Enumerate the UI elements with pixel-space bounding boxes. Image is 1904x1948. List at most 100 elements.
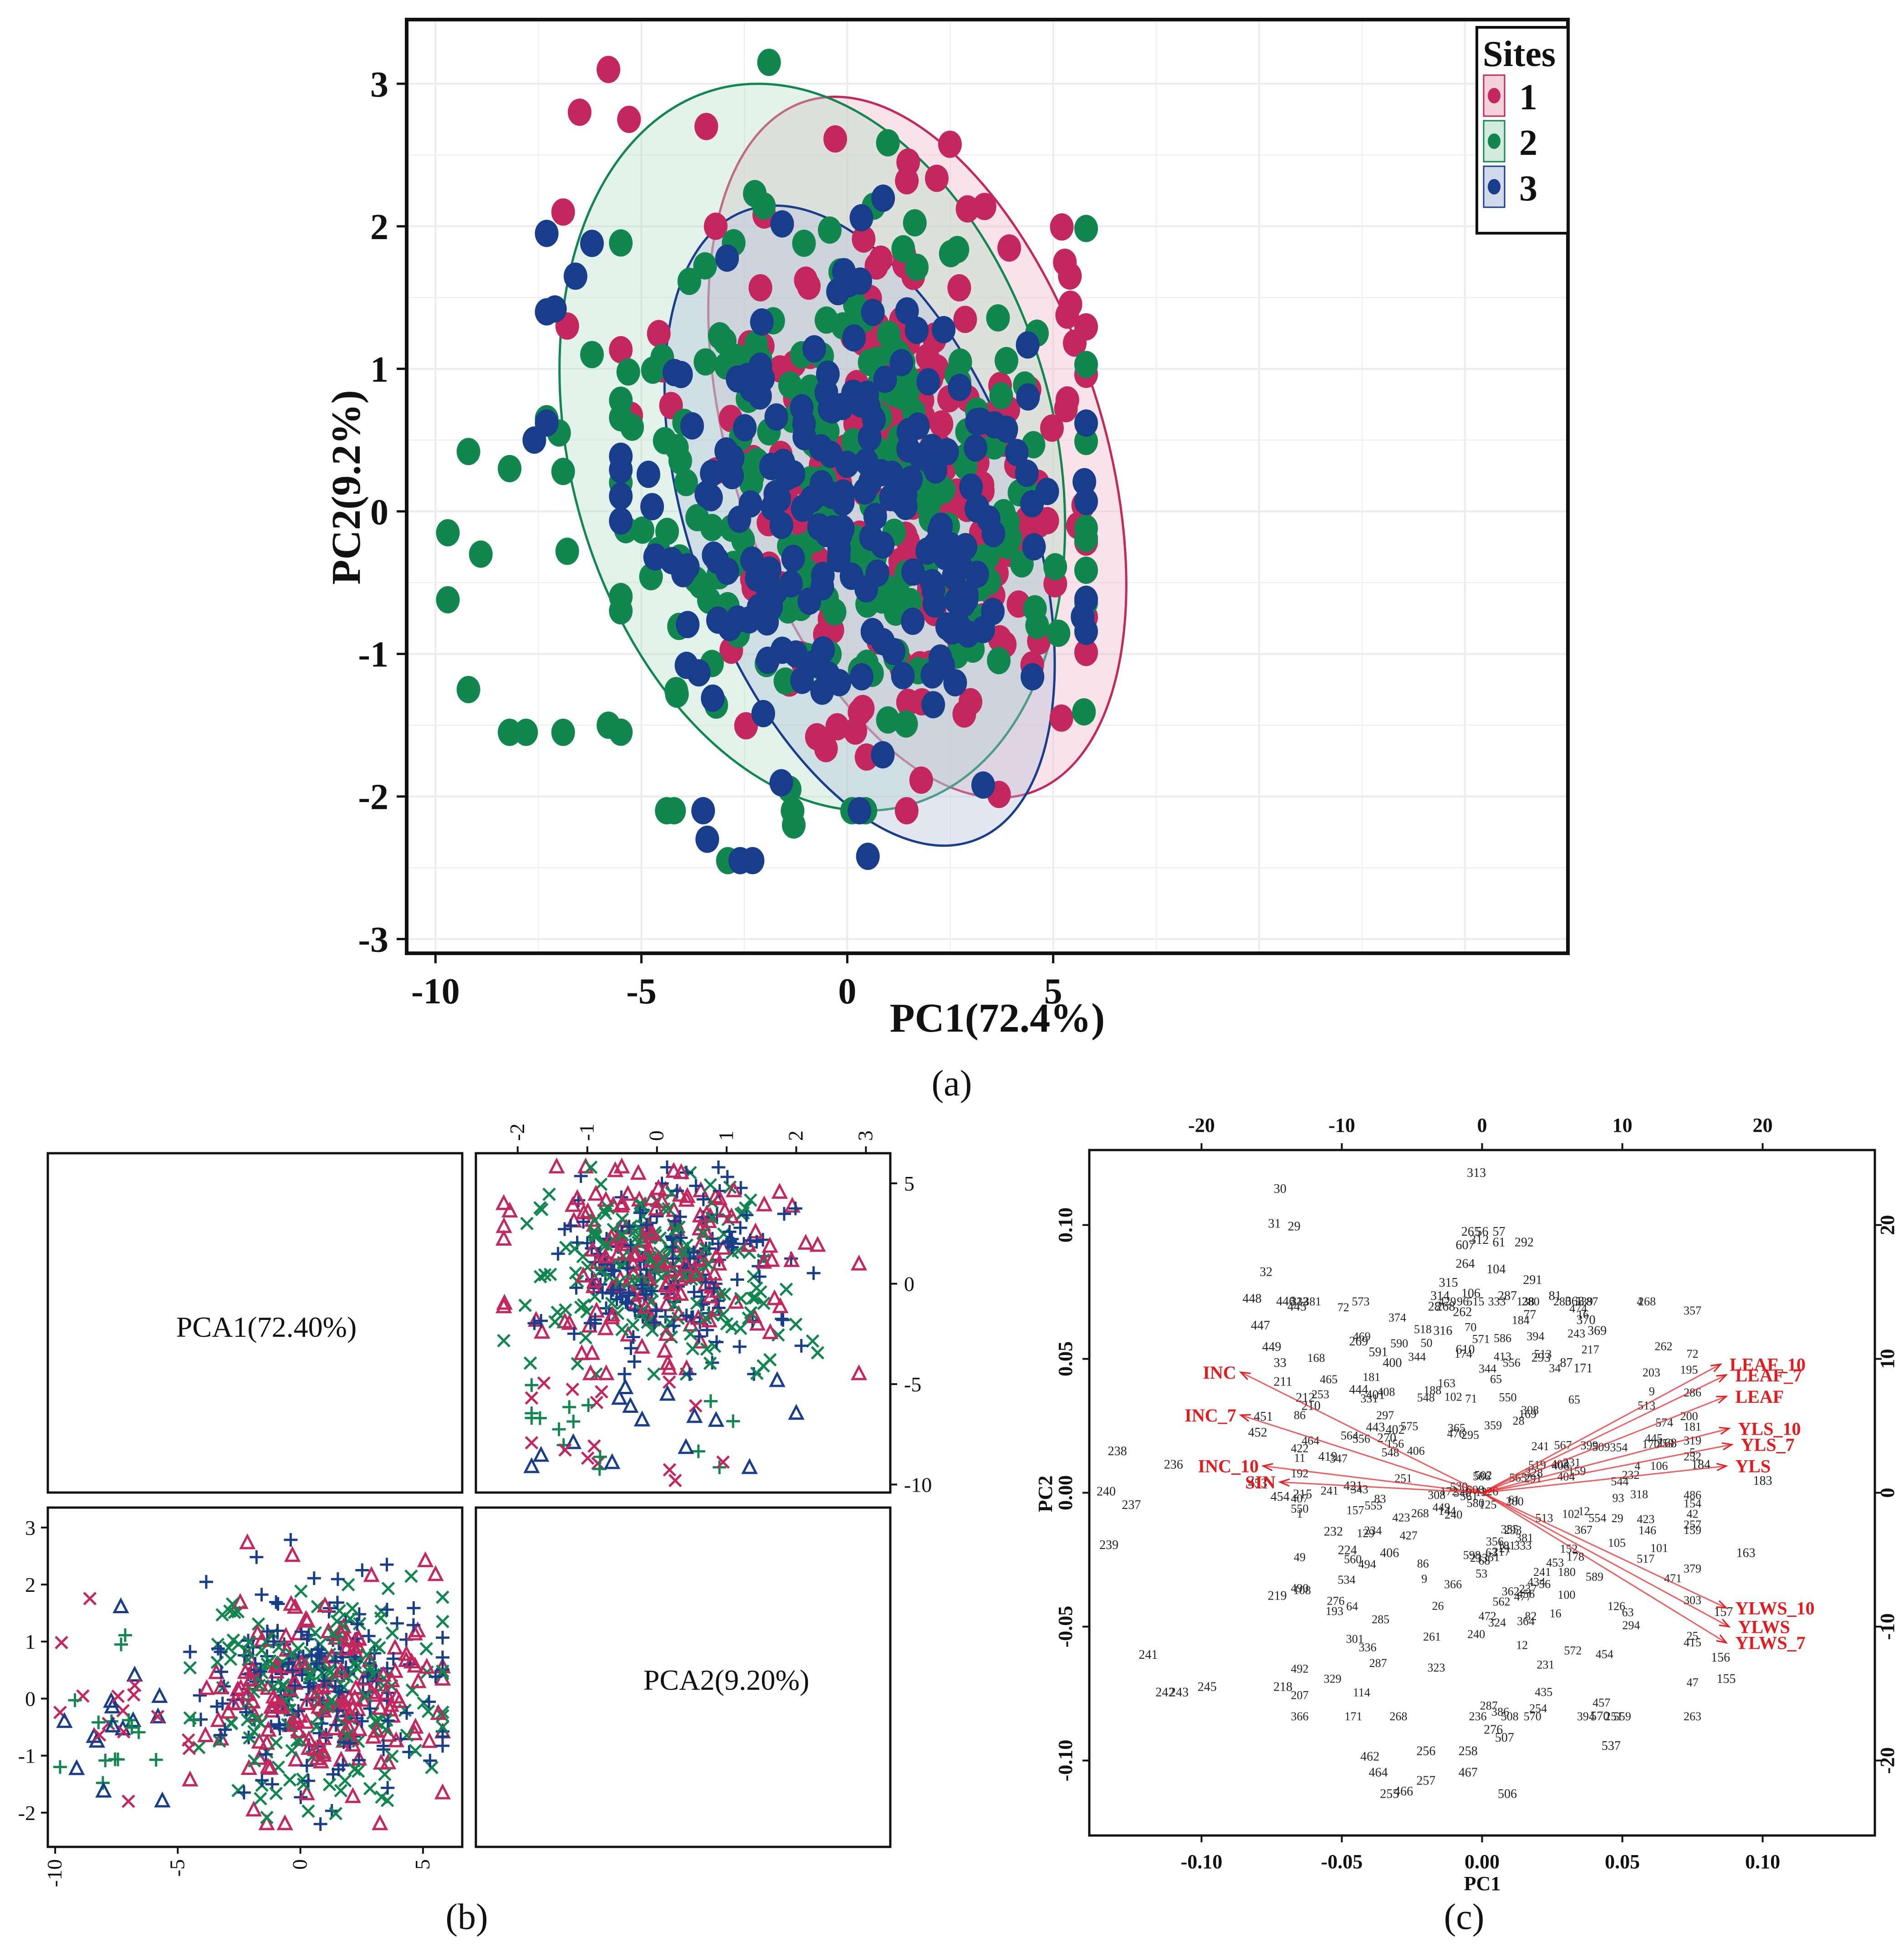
marker-cross [363, 1782, 377, 1795]
marker-cross [739, 1201, 752, 1215]
c-dense-label: 254 [1529, 1702, 1547, 1715]
marker-triangle [496, 1294, 513, 1310]
c-dense-label: 364 [1517, 1615, 1535, 1628]
marker-triangle [620, 1325, 637, 1342]
marker-plus [756, 1233, 770, 1247]
marker-triangle [598, 1364, 615, 1380]
marker-plus [721, 1236, 735, 1250]
marker-cross [322, 1778, 337, 1791]
panel-b-chart: PCA1(72.40%) PCA2(9.20%) -10 -5 0 53210-1-2… [18, 1124, 932, 1937]
point-site-2 [436, 586, 460, 614]
legend-marker-2 [1488, 133, 1501, 149]
c-point-label: 269 [1349, 1334, 1368, 1349]
marker-plus [619, 1295, 633, 1309]
marker-triangle [686, 1407, 703, 1423]
c-dense-label: 394 [1526, 1329, 1544, 1343]
marker-plus [237, 1785, 251, 1800]
marker-cross [734, 1292, 748, 1305]
marker-triangle [398, 1645, 415, 1661]
point-site-3 [820, 481, 844, 509]
c-dense-label: 374 [1388, 1311, 1406, 1324]
c-point-label: 444 [1349, 1383, 1368, 1397]
marker-plus [122, 1713, 136, 1727]
marker-triangle [387, 1662, 403, 1678]
c-left-tick-label: -0.05 [1054, 1606, 1077, 1648]
marker-cross [744, 1306, 758, 1320]
marker-triangle [716, 1202, 733, 1217]
point-site-3 [563, 262, 587, 290]
marker-cross [548, 1315, 562, 1329]
c-dense-label: 366 [1444, 1578, 1462, 1591]
c-dense-label: 492 [1291, 1662, 1309, 1676]
marker-triangle [605, 1196, 622, 1212]
marker-cross [599, 1207, 613, 1221]
c-point-label: 56 [1476, 1225, 1489, 1239]
c-dense-label: 126 [1608, 1600, 1625, 1613]
marker-triangle [372, 1814, 388, 1830]
c-dense-label: 515 [1467, 1295, 1485, 1308]
c-dense-label: 423 [1637, 1513, 1654, 1526]
point-site-3 [671, 560, 695, 588]
marker-triangle [501, 1202, 518, 1218]
point-site-2 [876, 129, 900, 157]
c-right-tick-label: -20 [1876, 1747, 1899, 1774]
marker-triangle [607, 1161, 624, 1177]
marker-plus [435, 1651, 449, 1665]
c-point-label: 313 [1467, 1166, 1486, 1180]
c-dense-label: 534 [1338, 1573, 1356, 1586]
c-point-label: 454 [1271, 1490, 1290, 1504]
loading-vector [1280, 1481, 1482, 1493]
marker-triangle [603, 1308, 620, 1324]
c-dense-label: 129 [1357, 1527, 1374, 1540]
point-site-3 [901, 558, 925, 586]
marker-cross [231, 1784, 245, 1798]
point-site-3 [895, 297, 919, 325]
y-tick-label: 1 [370, 350, 388, 390]
c-dense-label: 253 [1312, 1388, 1329, 1401]
point-site-2 [986, 304, 1010, 332]
marker-cross [404, 1569, 418, 1583]
point-site-3 [662, 359, 686, 387]
point-site-3 [847, 797, 872, 825]
c-dense-label: 257 [1684, 1518, 1701, 1531]
c-dense-label: 472 [1479, 1610, 1496, 1623]
c-point-label: 258 [1459, 1744, 1478, 1759]
point-site-3 [609, 456, 633, 484]
point-site-1 [1074, 313, 1098, 341]
loading-vector [1481, 1374, 1727, 1493]
marker-cross [436, 1664, 449, 1678]
marker-cross [417, 1696, 430, 1710]
marker-cross [615, 1323, 629, 1336]
y-tick-label: -1 [358, 635, 388, 675]
loading-vector [1482, 1444, 1732, 1493]
c-dense-label: 268 [1411, 1507, 1429, 1520]
vector-arrowhead [1719, 1618, 1731, 1628]
marker-triangle [276, 1814, 293, 1830]
marker-cross [308, 1626, 322, 1640]
marker-plus [598, 1258, 612, 1272]
marker-triangle [310, 1697, 327, 1714]
c-point-label: 506 [1498, 1787, 1517, 1801]
c-dense-label: 192 [1291, 1467, 1309, 1480]
legend-label-2: 2 [1519, 123, 1537, 163]
marker-cross [662, 1375, 676, 1389]
marker-triangle [284, 1546, 301, 1562]
marker-triangle [225, 1694, 242, 1711]
legend-label-1: 1 [1519, 77, 1537, 118]
point-site-3 [755, 608, 779, 636]
marker-triangle [656, 1341, 673, 1358]
marker-triangle [710, 1254, 727, 1271]
point-site-1 [864, 252, 888, 280]
marker-triangle [569, 1189, 586, 1205]
c-dense-label: 474 [1569, 1302, 1587, 1315]
marker-triangle [277, 1626, 294, 1643]
c-dense-label: 469 [1353, 1330, 1371, 1343]
panel-b-lower-points [53, 1533, 451, 1831]
c-dense-label: 157 [1347, 1504, 1364, 1517]
marker-triangle [347, 1688, 363, 1705]
c-dense-label: 83 [1374, 1493, 1386, 1506]
marker-triangle [239, 1533, 256, 1549]
marker-triangle [762, 1323, 779, 1340]
marker-triangle [534, 1323, 551, 1339]
marker-plus [246, 1641, 260, 1655]
